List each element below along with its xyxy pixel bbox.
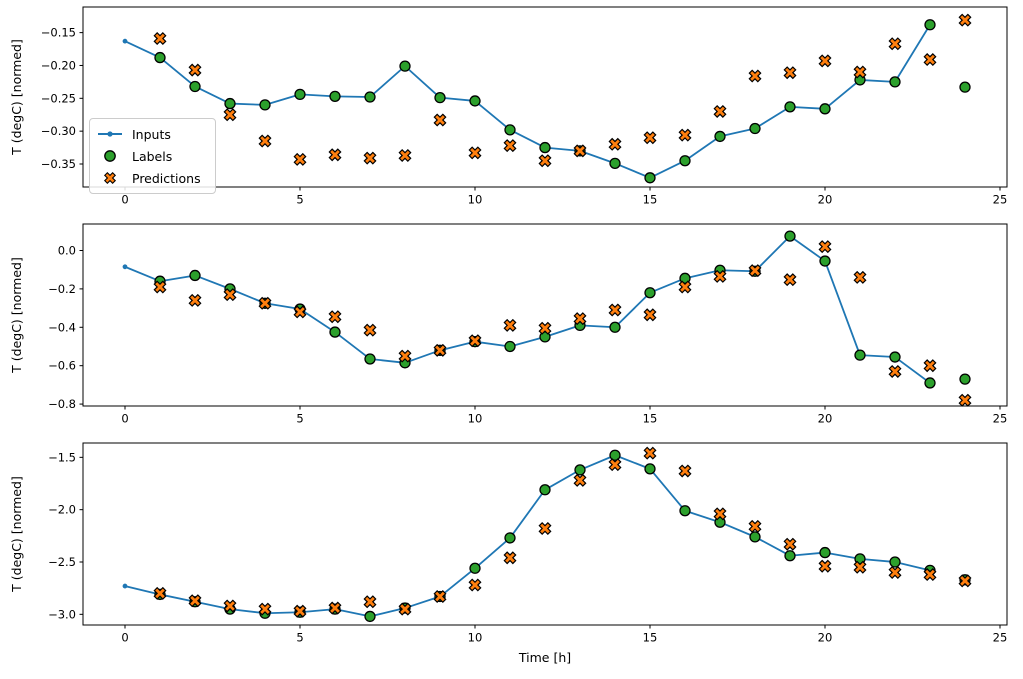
x-tick-label: 25	[993, 631, 1008, 645]
y-tick-label: −3.0	[48, 607, 76, 621]
x-tick-label: 10	[468, 412, 483, 426]
y-tick-label: −0.25	[41, 91, 76, 105]
predictions-x-icon	[103, 171, 117, 185]
x-tick-label: 15	[643, 412, 658, 426]
series-labels	[154, 449, 971, 623]
subplot-top: 0 5 10 15 20 25 −0.15 −0.20 −0.25 −0.30 −0.35	[41, 6, 1008, 207]
x-tick-label: 5	[296, 412, 303, 426]
x-axis-label: Time [h]	[518, 650, 572, 665]
x-tick-label: 0	[121, 193, 128, 207]
series-inputs	[122, 22, 933, 181]
x-tick-label: 20	[818, 412, 833, 426]
x-tick-label: 0	[121, 412, 128, 426]
subplot-bottom: 0 5 10 15 20 25 −1.5 −2.0 −2.5 −3.0	[48, 442, 1008, 645]
legend-label-inputs: Inputs	[132, 126, 171, 142]
y-tick-label: −0.30	[41, 124, 76, 138]
x-tick-label: 10	[468, 631, 483, 645]
x-tick-label: 25	[993, 412, 1008, 426]
x-tick-label: 15	[643, 193, 658, 207]
y-tick-label: −0.35	[41, 157, 76, 171]
labels-circle-icon	[104, 150, 116, 162]
y-tick-label: −0.6	[48, 359, 76, 373]
x-tick-label: 20	[818, 193, 833, 207]
y-axis-label-top: T (degC) [normed]	[9, 39, 24, 155]
x-tick-label: 5	[296, 193, 303, 207]
y-tick-label: −0.15	[41, 26, 76, 40]
series-inputs	[122, 233, 933, 386]
y-tick-label: −2.5	[48, 555, 76, 569]
legend-item-labels: Labels	[97, 147, 207, 165]
y-tick-label: 0.0	[58, 243, 76, 257]
axes-spine	[82, 442, 1008, 626]
y-tick-label: −0.2	[48, 282, 76, 296]
x-tick-label: 25	[993, 193, 1008, 207]
legend: Inputs Labels Predictions	[89, 118, 216, 194]
y-tick-label: −0.8	[48, 397, 76, 411]
y-tick-label: −0.20	[41, 58, 76, 72]
series-predictions	[153, 446, 972, 618]
series-inputs	[122, 452, 933, 619]
y-tick-label: −0.4	[48, 320, 76, 334]
x-tick-label: 10	[468, 193, 483, 207]
axes-spine	[82, 6, 1008, 188]
legend-item-predictions: Predictions	[97, 169, 207, 187]
x-tick-label: 20	[818, 631, 833, 645]
y-tick-label: −2.0	[48, 503, 76, 517]
axes-spine	[82, 223, 1008, 407]
series-labels	[154, 230, 971, 389]
legend-label-labels: Labels	[132, 148, 173, 164]
inputs-line-icon	[98, 131, 122, 137]
x-tick-label: 0	[121, 631, 128, 645]
x-tick-label: 5	[296, 631, 303, 645]
series-labels	[154, 19, 971, 184]
legend-label-predictions: Predictions	[132, 170, 201, 186]
x-tick-label: 15	[643, 631, 658, 645]
legend-item-inputs: Inputs	[97, 125, 207, 143]
series-predictions	[153, 13, 972, 168]
y-tick-label: −1.5	[48, 450, 76, 464]
series-predictions	[153, 240, 972, 407]
y-axis-label-bottom: T (degC) [normed]	[9, 476, 24, 592]
y-axis-label-middle: T (degC) [normed]	[9, 257, 24, 373]
subplot-middle: 0 5 10 15 20 25 0.0 −0.2 −0.4 −0.6 −0.8	[48, 223, 1008, 426]
